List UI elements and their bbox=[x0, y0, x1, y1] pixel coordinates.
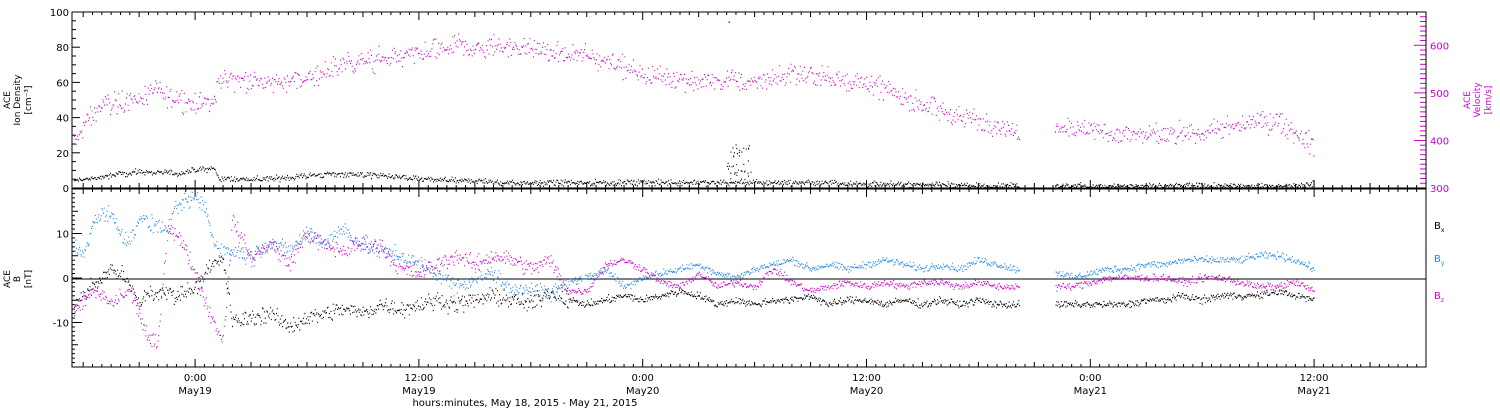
density-tick-label: 40 bbox=[56, 114, 69, 125]
x-tick-date-label: May20 bbox=[850, 386, 883, 397]
x-tick-time-label: 0:00 bbox=[631, 373, 653, 384]
legend-bz: Bz bbox=[1434, 291, 1444, 304]
density-tick-label: 100 bbox=[50, 8, 69, 19]
velocity-ylabel-line2: Velocity bbox=[1473, 82, 1483, 118]
velocity-tick-label: 500 bbox=[1430, 89, 1449, 100]
x-tick-date-label: May21 bbox=[1074, 386, 1107, 397]
legend-bx: Bx bbox=[1434, 221, 1445, 234]
x-tick-date-label: May20 bbox=[626, 386, 659, 397]
x-tick-date-label: May19 bbox=[178, 386, 211, 397]
density-ylabel-line3: [cm⁻³] bbox=[24, 85, 34, 114]
x-tick-time-label: 12:00 bbox=[852, 373, 881, 384]
x-axis-labels: 0:00 May19 12:00 May19 0:00 May20 12:00 May20 0:… bbox=[178, 373, 1330, 397]
x-axis-title: hours:minutes, May 18, 2015 - May 21, 20… bbox=[412, 398, 637, 409]
field-tick-label: 0 bbox=[63, 274, 69, 285]
density-velocity-points bbox=[73, 21, 1315, 189]
density-tick-label: 80 bbox=[56, 43, 69, 54]
legend: Bx By Bz bbox=[1434, 221, 1445, 304]
velocity-series bbox=[73, 33, 1315, 157]
density-ylabel-line1: ACE bbox=[3, 91, 13, 109]
x-tick-time-label: 12:00 bbox=[1300, 373, 1329, 384]
density-y-axis: 0 20 40 60 80 100 bbox=[50, 8, 80, 195]
field-series-By bbox=[73, 191, 1315, 303]
velocity-tick-label: 600 bbox=[1430, 41, 1449, 52]
density-ylabel-line2: Ion Density bbox=[13, 74, 23, 126]
density-velocity-panel: 0 20 40 60 80 100 300 400 500 600 ACE Ion Densit… bbox=[3, 8, 1494, 195]
velocity-ylabel-line3: [km/s] bbox=[1484, 86, 1494, 115]
density-tick-label: 20 bbox=[56, 149, 69, 160]
x-tick-time-label: 0:00 bbox=[1079, 373, 1101, 384]
field-y-axis: -10 0 10 bbox=[53, 188, 82, 368]
field-tick-label: 10 bbox=[56, 230, 69, 241]
x-tick-time-label: 12:00 bbox=[404, 373, 433, 384]
field-ylabel-line2: B bbox=[13, 276, 23, 282]
velocity-ylabel-line1: ACE bbox=[1463, 91, 1473, 109]
x-tick-time-label: 0:00 bbox=[184, 373, 206, 384]
velocity-tick-label: 300 bbox=[1430, 184, 1449, 195]
x-tick-date-label: May21 bbox=[1297, 386, 1330, 397]
legend-by: By bbox=[1434, 254, 1445, 267]
velocity-tick-label: 400 bbox=[1430, 136, 1449, 147]
density-tick-label: 60 bbox=[56, 78, 69, 89]
field-ylabel-line3: [nT] bbox=[24, 270, 34, 288]
panel2-frame bbox=[71, 188, 1427, 368]
panel1-x-ticks bbox=[82, 12, 1427, 188]
field-tick-label: -10 bbox=[53, 319, 69, 330]
velocity-y-axis: 300 400 500 600 bbox=[1414, 11, 1449, 195]
field-series-Bx bbox=[73, 256, 1315, 333]
density-tick-label: 0 bbox=[63, 184, 69, 195]
density-series bbox=[73, 144, 1315, 189]
field-ylabel-line1: ACE bbox=[3, 270, 13, 288]
magnetic-field-panel: -10 0 10 ACE B [nT] Bx By Bz bbox=[3, 188, 1445, 368]
field-points bbox=[73, 191, 1315, 349]
x-tick-date-label: May19 bbox=[402, 386, 435, 397]
field-series-Bz bbox=[73, 214, 1315, 349]
panel1-frame bbox=[71, 11, 1427, 189]
velocity-spike-point bbox=[728, 21, 730, 24]
